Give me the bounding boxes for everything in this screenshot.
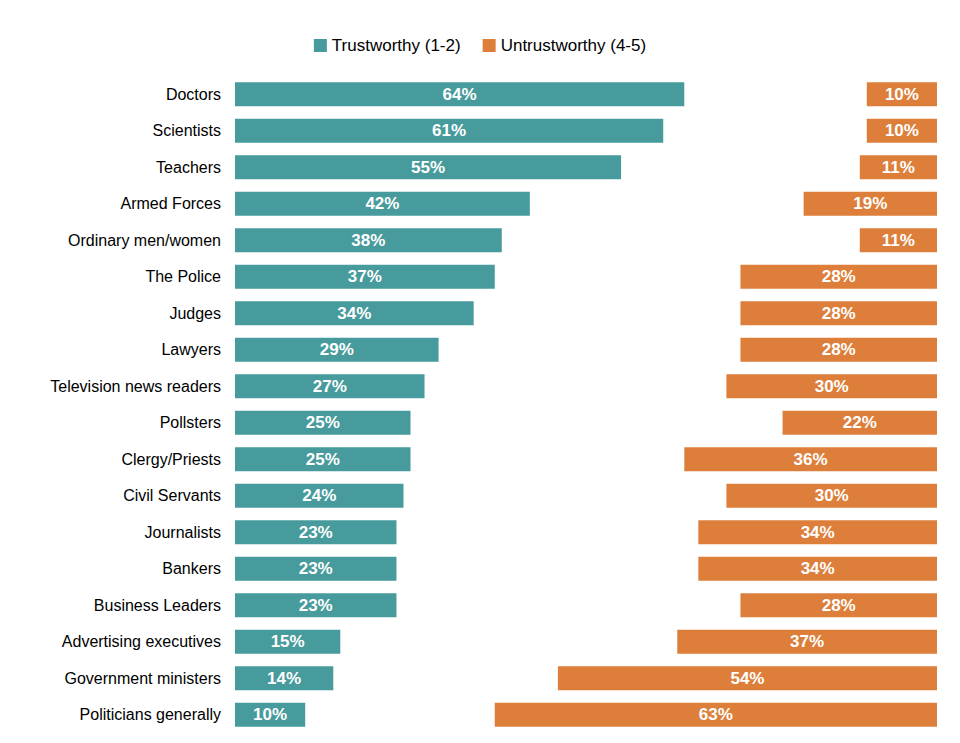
svg-text:Clergy/Priests: Clergy/Priests bbox=[121, 451, 221, 468]
svg-text:36%: 36% bbox=[794, 450, 828, 469]
svg-text:Pollsters: Pollsters bbox=[160, 414, 221, 431]
svg-text:25%: 25% bbox=[306, 450, 340, 469]
svg-text:Scientists: Scientists bbox=[153, 122, 221, 139]
svg-text:Lawyers: Lawyers bbox=[161, 341, 221, 358]
svg-text:Armed Forces: Armed Forces bbox=[121, 195, 221, 212]
svg-text:37%: 37% bbox=[790, 632, 824, 651]
svg-text:28%: 28% bbox=[822, 304, 856, 323]
svg-text:Advertising executives: Advertising executives bbox=[62, 633, 221, 650]
svg-text:25%: 25% bbox=[306, 413, 340, 432]
svg-text:Business Leaders: Business Leaders bbox=[94, 597, 221, 614]
svg-text:14%: 14% bbox=[267, 669, 301, 688]
svg-text:28%: 28% bbox=[822, 267, 856, 286]
svg-text:Doctors: Doctors bbox=[166, 86, 221, 103]
svg-text:29%: 29% bbox=[320, 340, 354, 359]
svg-text:15%: 15% bbox=[271, 632, 305, 651]
svg-text:61%: 61% bbox=[432, 121, 466, 140]
svg-text:22%: 22% bbox=[843, 413, 877, 432]
svg-text:28%: 28% bbox=[822, 596, 856, 615]
svg-text:23%: 23% bbox=[299, 596, 333, 615]
svg-text:54%: 54% bbox=[730, 669, 764, 688]
svg-text:11%: 11% bbox=[882, 231, 915, 250]
svg-text:Government ministers: Government ministers bbox=[65, 670, 222, 687]
svg-text:11%: 11% bbox=[882, 158, 915, 177]
svg-text:Untrustworthy (4-5): Untrustworthy (4-5) bbox=[501, 36, 646, 55]
svg-text:Judges: Judges bbox=[169, 305, 221, 322]
svg-text:30%: 30% bbox=[815, 486, 849, 505]
svg-text:Television news readers: Television news readers bbox=[50, 378, 221, 395]
svg-text:Civil Servants: Civil Servants bbox=[123, 487, 221, 504]
svg-text:28%: 28% bbox=[822, 340, 856, 359]
svg-text:10%: 10% bbox=[885, 121, 919, 140]
svg-text:Bankers: Bankers bbox=[162, 560, 221, 577]
svg-text:64%: 64% bbox=[443, 85, 477, 104]
svg-text:23%: 23% bbox=[299, 559, 333, 578]
svg-text:34%: 34% bbox=[337, 304, 371, 323]
svg-text:24%: 24% bbox=[302, 486, 336, 505]
svg-text:Trustworthy (1-2): Trustworthy (1-2) bbox=[332, 36, 461, 55]
svg-text:The Police: The Police bbox=[145, 268, 221, 285]
svg-text:27%: 27% bbox=[313, 377, 347, 396]
svg-text:10%: 10% bbox=[885, 85, 919, 104]
svg-text:19%: 19% bbox=[853, 194, 887, 213]
svg-text:Journalists: Journalists bbox=[145, 524, 221, 541]
svg-text:34%: 34% bbox=[801, 523, 835, 542]
svg-text:63%: 63% bbox=[699, 705, 733, 724]
svg-text:55%: 55% bbox=[411, 158, 445, 177]
svg-text:Teachers: Teachers bbox=[156, 159, 221, 176]
svg-text:37%: 37% bbox=[348, 267, 382, 286]
svg-text:30%: 30% bbox=[815, 377, 849, 396]
svg-text:34%: 34% bbox=[801, 559, 835, 578]
svg-text:23%: 23% bbox=[299, 523, 333, 542]
svg-text:10%: 10% bbox=[253, 705, 287, 724]
svg-text:Politicians generally: Politicians generally bbox=[80, 706, 221, 723]
svg-text:42%: 42% bbox=[365, 194, 399, 213]
svg-text:Ordinary men/women: Ordinary men/women bbox=[68, 232, 221, 249]
svg-text:38%: 38% bbox=[351, 231, 385, 250]
